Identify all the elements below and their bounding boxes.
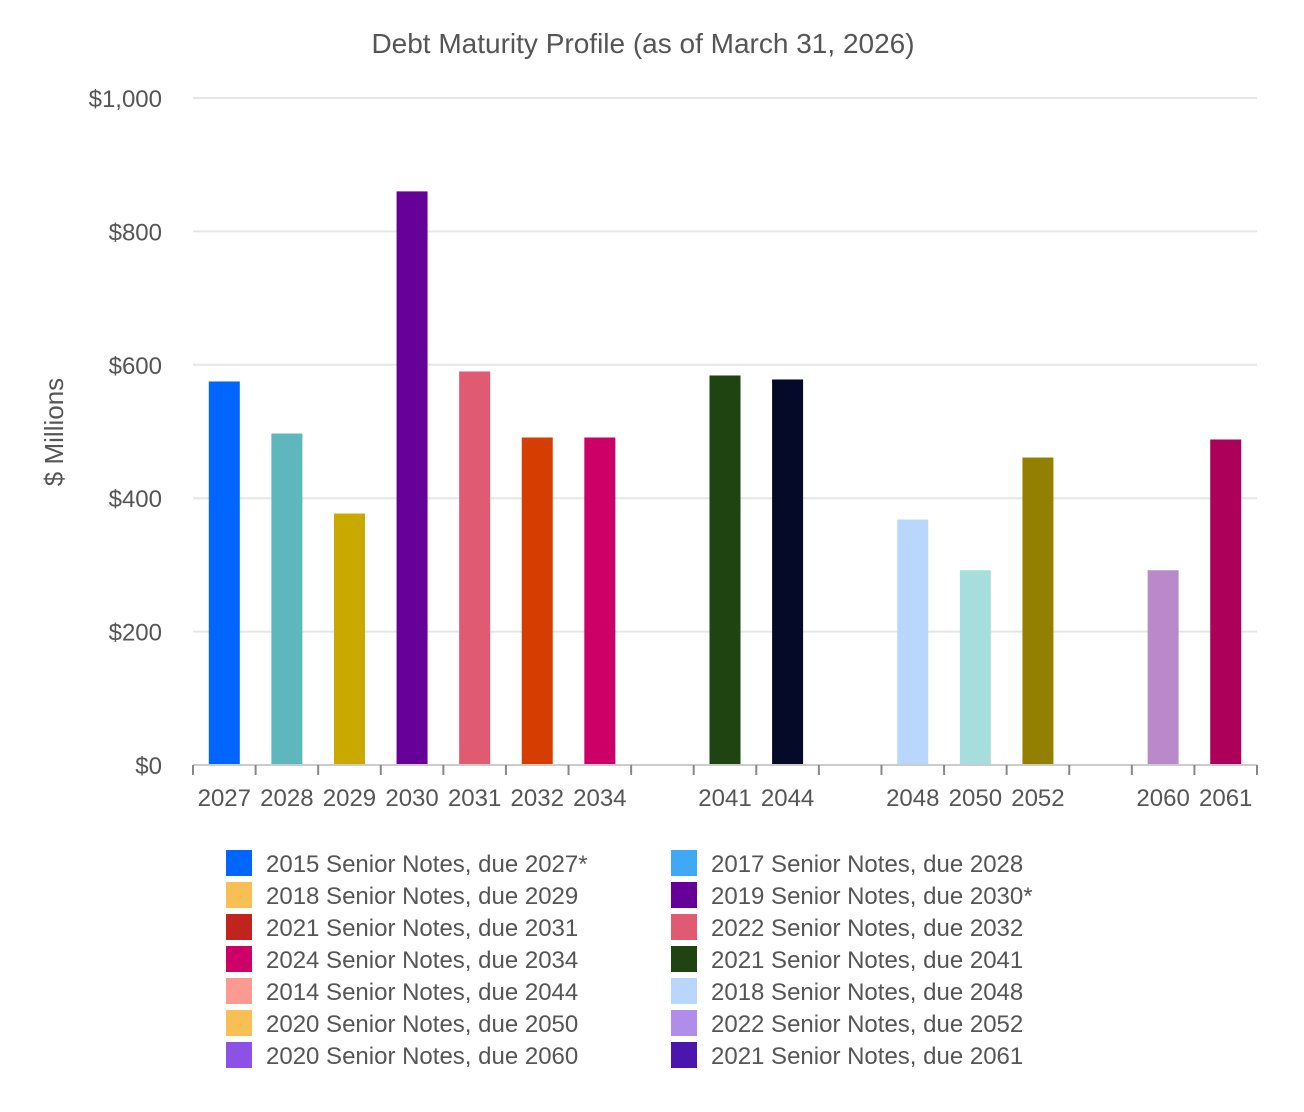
legend-item: 2018 Senior Notes, due 2029 [226,882,578,910]
legend-item: 2020 Senior Notes, due 2050 [226,1010,578,1038]
y-axis-label: $ Millions [39,378,69,486]
bar-2030 [396,191,428,765]
legend-label: 2022 Senior Notes, due 2032 [711,915,1023,942]
legend-item: 2014 Senior Notes, due 2044 [226,978,578,1006]
legend-item: 2024 Senior Notes, due 2034 [226,946,578,974]
legend-swatch [671,914,697,940]
bar-2041 [709,375,741,765]
x-tick-label: 2031 [448,785,501,812]
legend-label: 2024 Senior Notes, due 2034 [266,947,578,974]
bar-2061 [1210,439,1242,765]
legend-swatch [671,1042,697,1068]
legend-item: 2018 Senior Notes, due 2048 [671,978,1023,1006]
legend-swatch [671,1010,697,1036]
y-tick-label: $1,000 [89,86,162,113]
bar-2034 [584,437,616,765]
bars [208,191,1242,765]
x-tick-label: 2048 [886,785,939,812]
legend-item: 2021 Senior Notes, due 2031 [226,914,578,942]
legend-item: 2015 Senior Notes, due 2027* [226,850,588,878]
y-tick-label: $400 [109,486,162,513]
y-tick-label: $0 [135,753,162,780]
bar-2060 [1147,570,1179,765]
chart-title: Debt Maturity Profile (as of March 31, 2… [371,28,914,59]
x-tick-label: 2050 [949,785,1002,812]
bar-2044 [772,379,804,765]
x-tick-label: 2061 [1199,785,1252,812]
y-tick-label: $600 [109,353,162,380]
bar-2031 [459,371,491,765]
x-tick-label: 2060 [1136,785,1189,812]
x-tick-label: 2052 [1011,785,1064,812]
legend-item: 2022 Senior Notes, due 2052 [671,1010,1023,1038]
y-tick-label: $200 [109,620,162,647]
legend-item: 2021 Senior Notes, due 2061 [671,1042,1023,1070]
legend-swatch [671,946,697,972]
legend-swatch [226,978,252,1004]
legend-label: 2020 Senior Notes, due 2060 [266,1043,578,1070]
legend-label: 2021 Senior Notes, due 2061 [711,1043,1023,1070]
x-tick-label: 2029 [323,785,376,812]
legend-label: 2019 Senior Notes, due 2030* [711,883,1033,910]
legend-swatch [671,882,697,908]
legend-label: 2018 Senior Notes, due 2048 [711,979,1023,1006]
legend-swatch [226,1010,252,1036]
legend-swatch [226,946,252,972]
legend-label: 2015 Senior Notes, due 2027* [266,851,588,878]
legend-item: 2021 Senior Notes, due 2041 [671,946,1023,974]
legend-label: 2014 Senior Notes, due 2044 [266,979,578,1006]
legend-label: 2020 Senior Notes, due 2050 [266,1011,578,1038]
y-axis-ticks: $0 $200 $400 $600 $800 $1,000 [89,86,162,780]
legend-item: 2019 Senior Notes, due 2030* [671,882,1033,910]
legend-item: 2017 Senior Notes, due 2028 [671,850,1023,878]
legend-label: 2017 Senior Notes, due 2028 [711,851,1023,878]
bar-2048 [897,519,929,765]
x-tick-label: 2032 [511,785,564,812]
x-tick-label: 2044 [761,785,814,812]
y-tick-label: $800 [109,219,162,246]
bar-2029 [333,513,365,765]
x-tick-label: 2041 [698,785,751,812]
bar-2050 [959,570,991,765]
gridlines [193,97,1257,633]
legend-label: 2022 Senior Notes, due 2052 [711,1011,1023,1038]
legend-swatch [671,978,697,1004]
legend-swatch [226,850,252,876]
x-tick-label: 2028 [260,785,313,812]
bar-2028 [271,433,303,765]
legend-label: 2018 Senior Notes, due 2029 [266,883,578,910]
x-tick-label: 2027 [198,785,251,812]
x-tick-label: 2034 [573,785,626,812]
legend: 2015 Senior Notes, due 2027* 2017 Senior … [226,850,1033,1070]
legend-label: 2021 Senior Notes, due 2041 [711,947,1023,974]
legend-swatch [226,882,252,908]
x-tick-label: 2030 [385,785,438,812]
bar-2032 [521,437,553,765]
bar-2052 [1022,457,1054,765]
legend-item: 2020 Senior Notes, due 2060 [226,1042,578,1070]
legend-swatch [226,914,252,940]
bar-2027 [208,381,240,765]
legend-item: 2022 Senior Notes, due 2032 [671,914,1023,942]
legend-label: 2021 Senior Notes, due 2031 [266,915,578,942]
legend-swatch [226,1042,252,1068]
x-axis: 2027 2028 2029 2030 2031 2032 2034 2041 2044 2048… [192,764,1258,812]
legend-swatch [671,850,697,876]
